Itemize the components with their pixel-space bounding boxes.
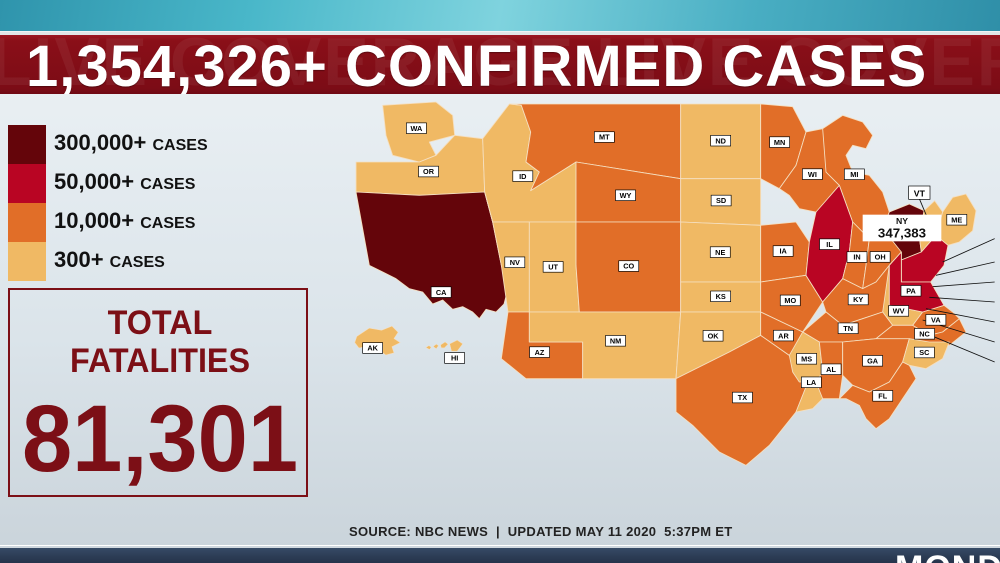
svg-text:MN: MN (774, 138, 785, 147)
svg-text:OK: OK (708, 331, 720, 340)
svg-text:347,383: 347,383 (878, 225, 926, 240)
svg-text:NC: NC (919, 329, 930, 338)
svg-text:IN: IN (853, 253, 860, 262)
svg-text:WV: WV (893, 307, 905, 316)
svg-text:TN: TN (843, 324, 853, 333)
svg-text:AL: AL (826, 365, 836, 374)
svg-text:IA: IA (779, 247, 787, 256)
svg-text:ID: ID (519, 172, 526, 181)
svg-text:ND: ND (715, 136, 726, 145)
svg-text:NY: NY (896, 216, 908, 226)
svg-text:WA: WA (410, 124, 423, 133)
svg-text:AR: AR (778, 331, 789, 340)
svg-text:SD: SD (716, 196, 726, 205)
svg-text:GA: GA (867, 356, 879, 365)
svg-text:MI: MI (850, 170, 858, 179)
svg-text:VT: VT (914, 189, 926, 199)
svg-text:CO: CO (623, 262, 634, 271)
svg-text:UT: UT (548, 263, 558, 272)
svg-text:CA: CA (436, 288, 447, 297)
svg-text:HI: HI (451, 354, 458, 363)
svg-text:LA: LA (806, 378, 816, 387)
svg-text:WI: WI (808, 170, 817, 179)
svg-text:SC: SC (919, 348, 930, 357)
svg-text:ME: ME (951, 215, 962, 224)
svg-text:KS: KS (716, 292, 726, 301)
svg-text:FL: FL (878, 392, 887, 401)
svg-text:MO: MO (784, 296, 796, 305)
svg-text:AZ: AZ (535, 348, 545, 357)
svg-text:KY: KY (853, 295, 863, 304)
svg-text:VA: VA (931, 316, 941, 325)
svg-text:IL: IL (826, 240, 833, 249)
svg-text:TX: TX (738, 393, 747, 402)
svg-text:MS: MS (801, 354, 812, 363)
svg-text:PA: PA (906, 286, 916, 295)
svg-text:NM: NM (610, 336, 621, 345)
svg-text:OR: OR (423, 167, 435, 176)
svg-text:NE: NE (715, 248, 725, 257)
svg-text:WY: WY (620, 191, 632, 200)
svg-text:OH: OH (875, 253, 886, 262)
svg-text:AK: AK (367, 344, 378, 353)
svg-text:MT: MT (599, 133, 610, 142)
svg-text:NV: NV (510, 258, 520, 267)
